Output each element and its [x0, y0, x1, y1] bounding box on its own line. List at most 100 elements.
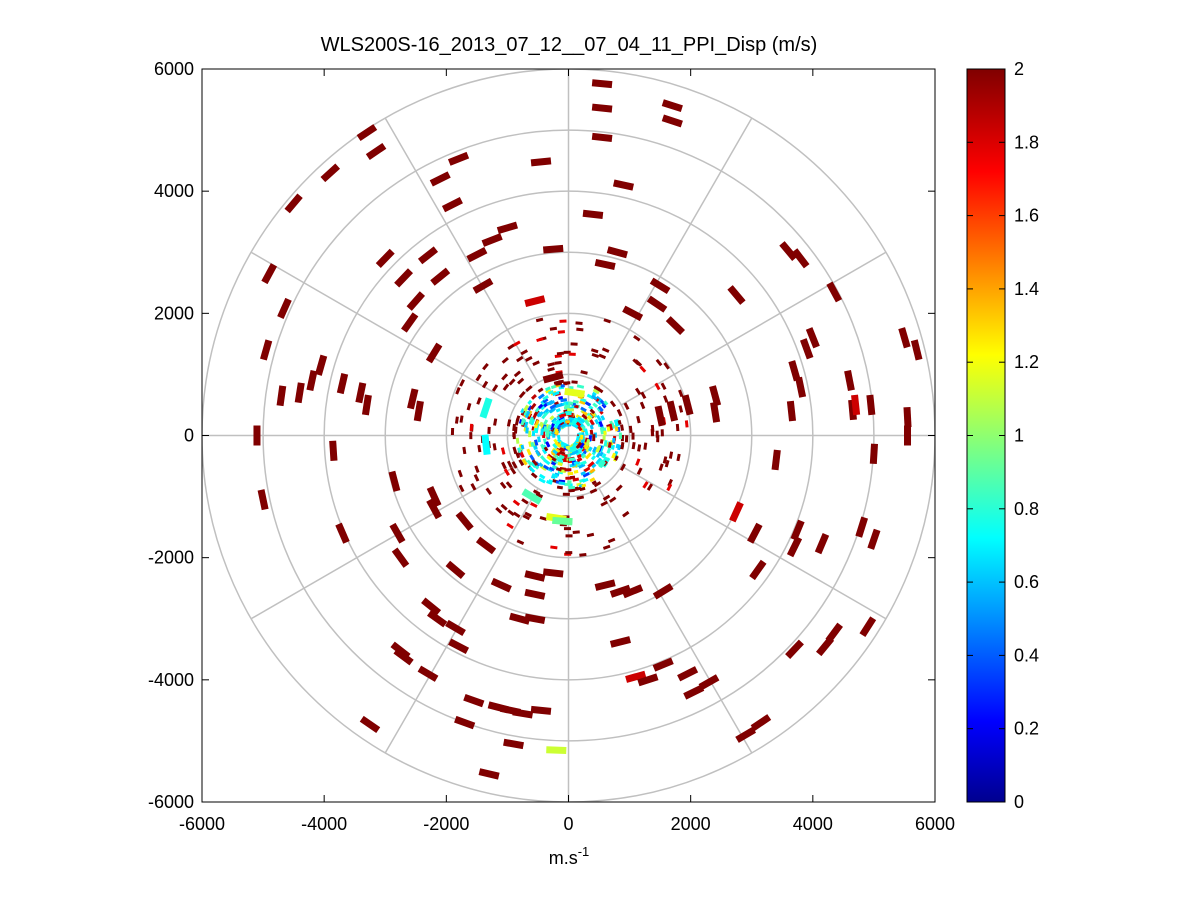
mid-range-mark	[516, 355, 524, 363]
data-mark	[320, 163, 341, 183]
near-field-mark	[601, 403, 607, 409]
near-field-mark	[540, 443, 546, 450]
near-field-mark	[517, 447, 522, 454]
data-mark	[441, 196, 463, 213]
mid-range-mark	[512, 499, 521, 507]
near-field-mark	[554, 428, 559, 435]
mid-range-mark	[570, 342, 578, 346]
data-mark	[826, 281, 843, 303]
data-mark	[779, 241, 798, 261]
near-field-mark	[542, 395, 549, 401]
near-field-mark	[545, 441, 551, 448]
near-field-mark	[579, 486, 586, 492]
near-field-mark	[577, 425, 583, 432]
near-field-mark	[579, 400, 586, 406]
data-mark	[591, 103, 613, 113]
near-field-mark	[589, 468, 596, 474]
data-mark	[542, 568, 564, 578]
mid-range-mark	[454, 416, 459, 424]
data-mark	[417, 665, 439, 682]
near-field-mark	[590, 394, 598, 401]
near-field-mark	[538, 462, 544, 468]
near-field-mark	[584, 419, 591, 427]
mid-range-mark	[650, 424, 655, 433]
mid-range-mark	[511, 461, 518, 469]
mid-range-mark	[602, 494, 611, 501]
data-mark	[542, 244, 564, 254]
near-field-mark	[565, 411, 572, 416]
near-field-mark	[581, 410, 589, 417]
mid-range-mark	[658, 463, 664, 471]
chart-title: WLS200S-16_2013_07_12__07_04_11_PPI_Disp…	[321, 34, 818, 56]
near-field-mark	[545, 431, 550, 438]
near-field-mark	[558, 417, 566, 424]
data-mark	[855, 516, 869, 538]
mid-range-mark	[589, 488, 598, 494]
near-field-mark	[518, 459, 525, 467]
mid-range-mark	[506, 522, 514, 530]
data-mark	[388, 470, 401, 492]
colorbar-tick-label: 0.2	[1014, 719, 1039, 739]
grid-spoke	[384, 488, 539, 754]
near-field-mark	[515, 452, 521, 459]
mid-range-mark	[572, 530, 580, 534]
near-field-mark	[610, 444, 615, 450]
near-field-mark	[581, 413, 588, 420]
mid-range-mark	[634, 359, 642, 367]
near-field-mark	[559, 420, 565, 426]
near-field-mark	[588, 405, 594, 411]
near-field-mark	[531, 459, 539, 467]
mid-range-mark	[616, 409, 623, 417]
mid-range-mark	[586, 532, 595, 538]
near-field-mark	[573, 469, 579, 474]
data-mark	[750, 714, 772, 732]
data-mark	[356, 124, 378, 141]
x-tick-label: 0	[563, 814, 573, 834]
mid-range-mark	[522, 514, 531, 521]
near-field-mark	[599, 439, 604, 444]
mid-range-mark	[547, 362, 555, 367]
near-field-mark	[538, 421, 544, 427]
near-field-mark	[549, 423, 555, 431]
mid-range-mark	[501, 373, 509, 381]
data-mark	[654, 405, 666, 427]
data-mark	[552, 516, 573, 526]
mid-range-mark	[509, 467, 517, 475]
near-field-mark	[547, 389, 554, 395]
grid-spoke	[250, 251, 516, 406]
mid-range-mark	[525, 385, 533, 392]
mid-range-mark	[639, 401, 646, 410]
near-field-mark	[543, 446, 549, 452]
mid-range-mark	[549, 326, 558, 331]
data-mark	[306, 370, 318, 392]
mid-range-mark	[565, 551, 573, 555]
data-mark	[844, 370, 855, 392]
near-field-mark	[550, 449, 557, 456]
data-mark	[542, 371, 564, 384]
mid-range-mark	[562, 492, 570, 496]
near-field-mark	[515, 437, 520, 444]
near-field-mark	[568, 457, 576, 462]
near-field-mark	[529, 454, 535, 461]
data-mark	[355, 382, 367, 404]
near-field-mark	[540, 428, 544, 436]
near-field-mark	[537, 387, 544, 393]
near-field-mark	[602, 456, 608, 463]
x-tick-label: 2000	[671, 814, 711, 834]
data-mark	[815, 636, 835, 657]
near-field-mark	[560, 398, 568, 403]
near-field-mark	[595, 457, 602, 465]
data-mark	[851, 394, 861, 416]
mid-range-mark	[684, 420, 689, 428]
near-field-mark	[538, 477, 546, 484]
data-mark	[681, 394, 694, 416]
data-mark	[429, 171, 451, 187]
near-field-mark	[543, 426, 548, 433]
data-mark	[747, 522, 763, 544]
data-mark	[421, 597, 442, 616]
data-mark	[710, 401, 721, 423]
mid-range-mark	[513, 340, 521, 347]
near-field-mark	[573, 417, 580, 423]
mid-range-mark	[608, 496, 617, 503]
data-mark	[771, 449, 781, 471]
